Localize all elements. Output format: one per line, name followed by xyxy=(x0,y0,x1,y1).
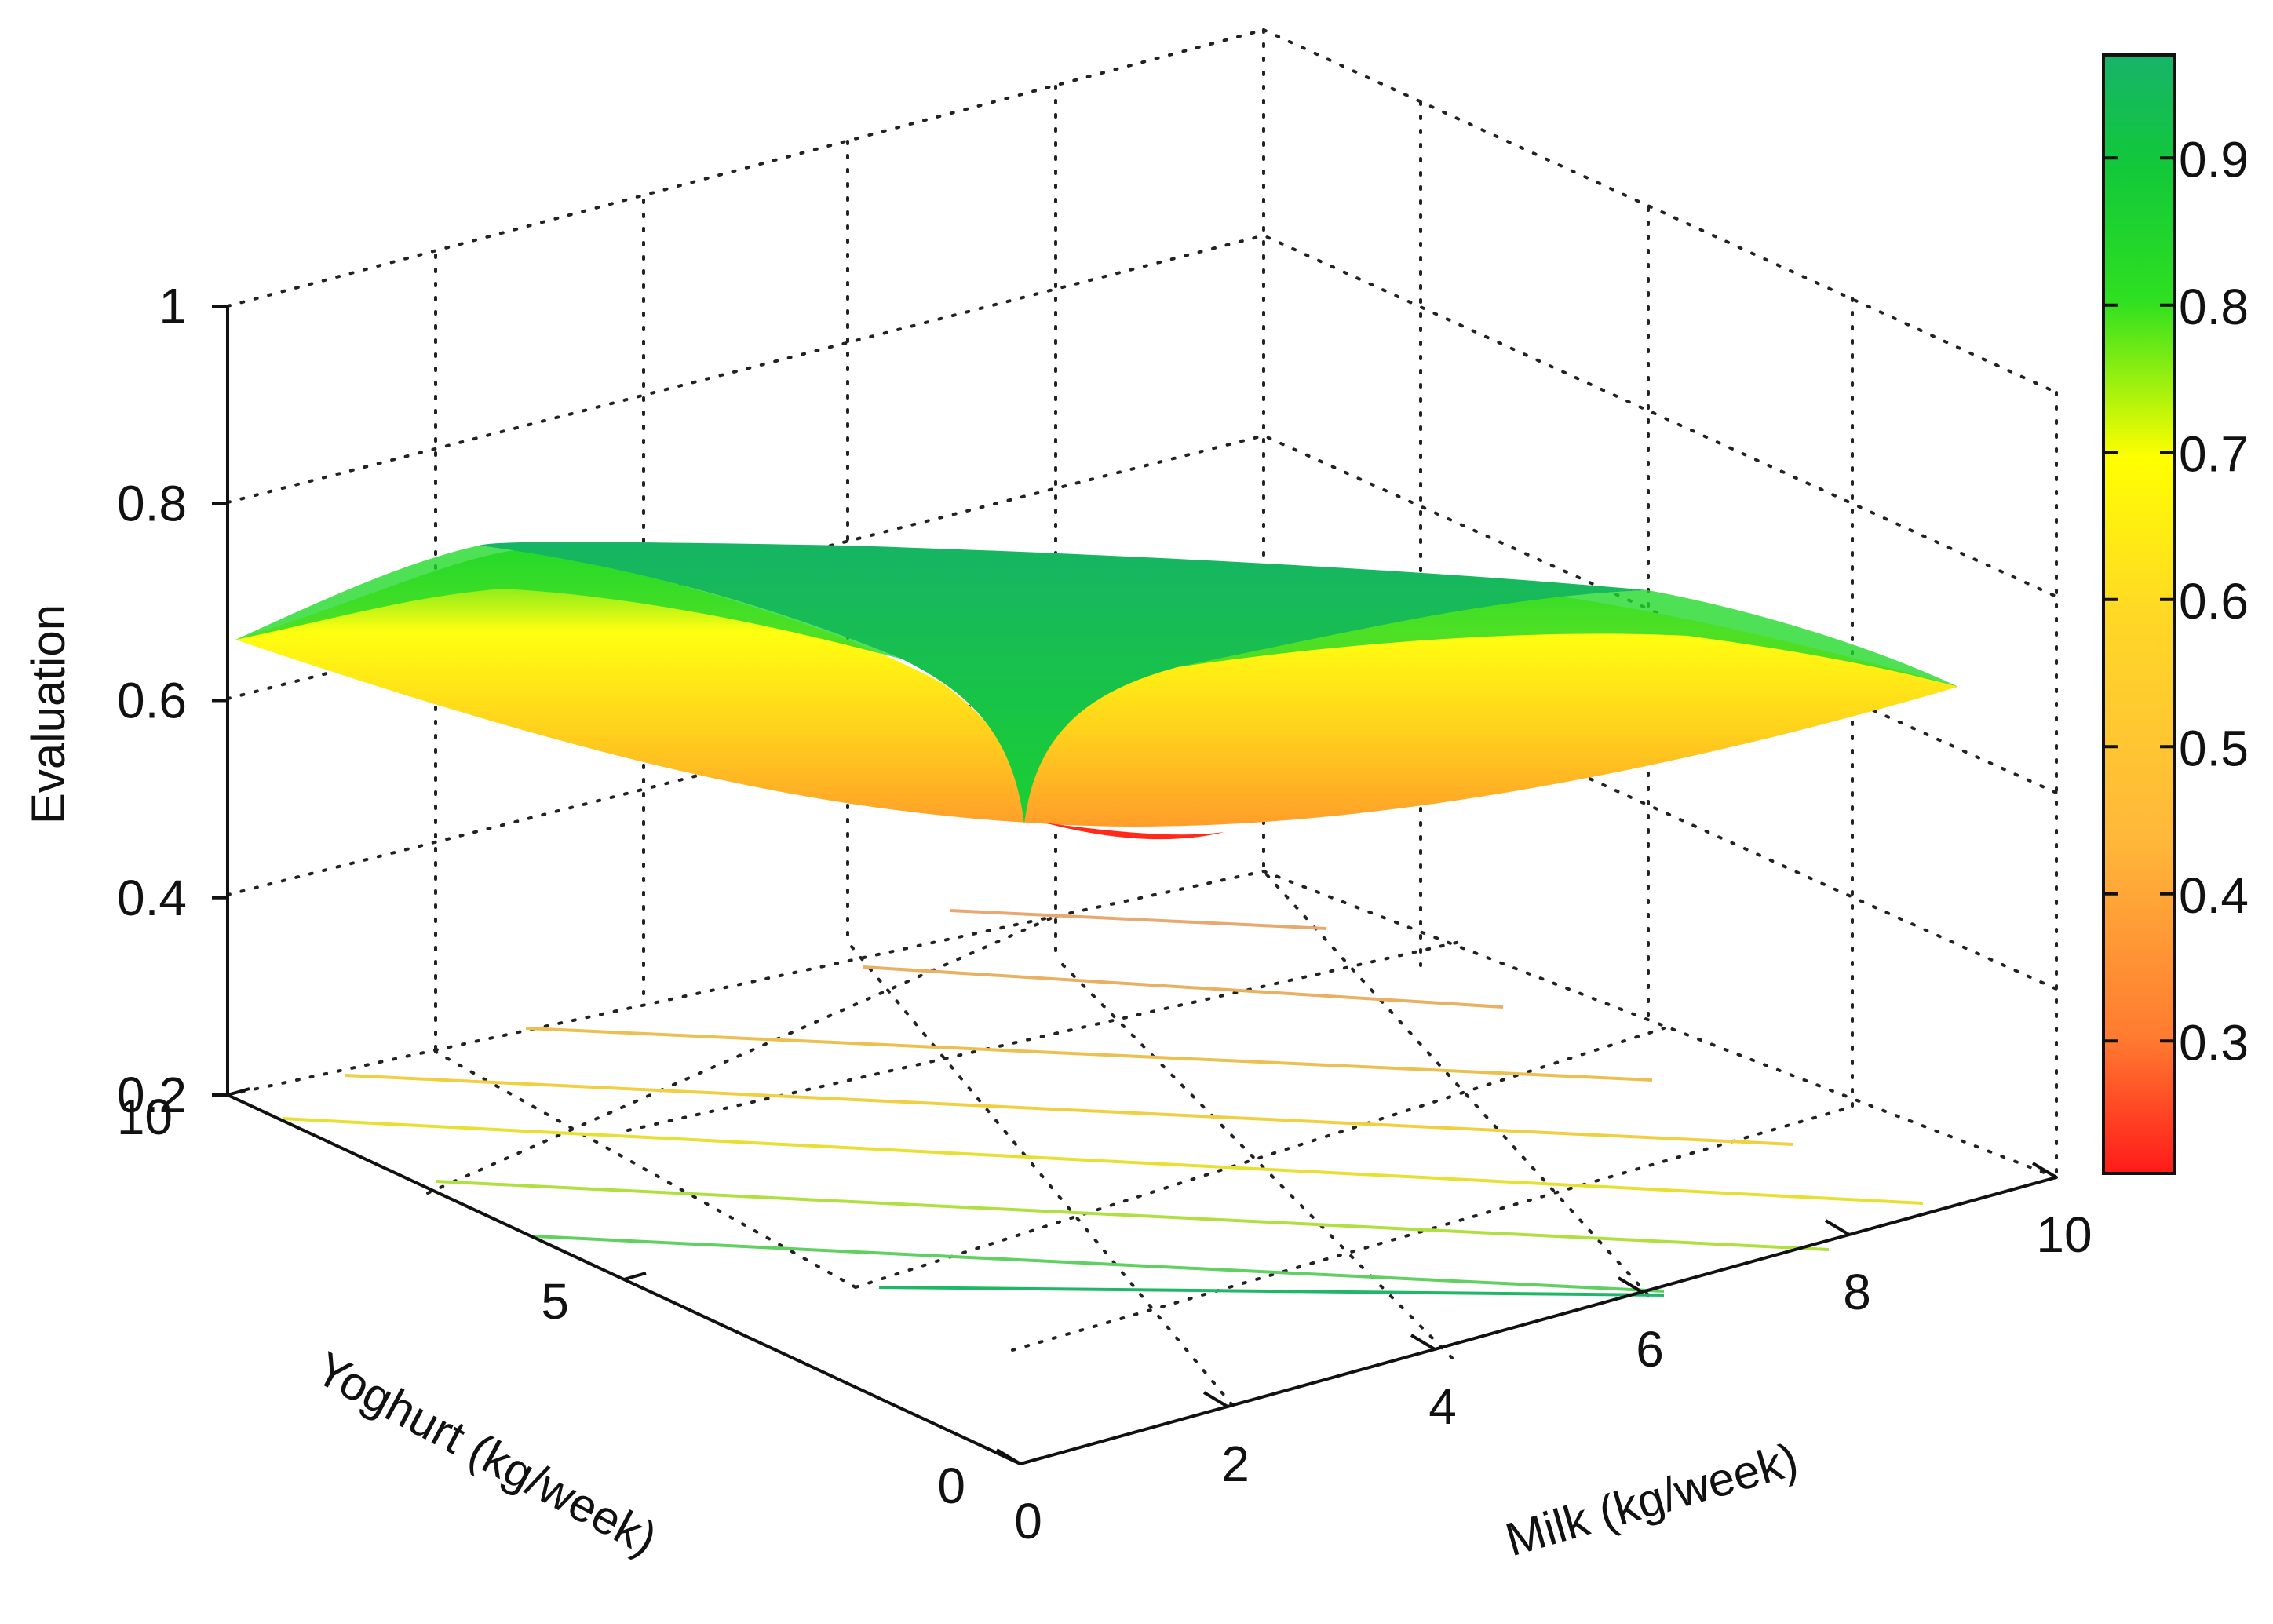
y-tick-label: 0 xyxy=(937,1458,965,1514)
y-tick-mark xyxy=(227,1087,250,1097)
x-tick-label: 10 xyxy=(2036,1206,2092,1263)
contour-line xyxy=(435,1180,1830,1251)
x-tick-mark xyxy=(1202,1391,1229,1408)
surface-left-ridge xyxy=(235,546,903,659)
contour-line xyxy=(878,1286,1665,1297)
y-tick-label: 5 xyxy=(541,1273,569,1330)
contour-line xyxy=(525,1027,1653,1082)
colorbar-ticks: 0.3 0.4 0.5 0.6 0.7 0.8 0.9 xyxy=(2103,131,2249,1071)
x-tick-mark xyxy=(1410,1334,1436,1351)
z-tick-label: 0.6 xyxy=(117,673,187,729)
colorbar-tick-label: 0.5 xyxy=(2179,720,2249,776)
surface-top-face xyxy=(479,542,1648,824)
x-tick-label: 8 xyxy=(1843,1264,1871,1320)
contour-line xyxy=(282,1117,1924,1205)
colorbar-tick-label: 0.3 xyxy=(2179,1014,2249,1071)
z-tick-label: 0.4 xyxy=(117,870,187,926)
contour-line xyxy=(863,965,1504,1009)
x-tick-label: 2 xyxy=(1221,1436,1250,1492)
contour-line xyxy=(533,1235,1665,1293)
z-tick-label: 0.8 xyxy=(117,475,187,531)
colorbar: 0.3 0.4 0.5 0.6 0.7 0.8 0.9 xyxy=(2102,53,2249,1175)
contour-line xyxy=(949,909,1327,930)
x-tick-label: 4 xyxy=(1428,1378,1457,1435)
y-tick-label: 10 xyxy=(117,1089,173,1145)
colorbar-tick-label: 0.9 xyxy=(2179,131,2249,188)
z-tick-label: 1 xyxy=(159,278,187,334)
x-tick-label: 0 xyxy=(1014,1493,1042,1549)
colorbar-tick-label: 0.4 xyxy=(2179,867,2249,924)
y-tick-mark xyxy=(1020,1456,1043,1465)
colorbar-gradient xyxy=(2102,53,2176,1175)
x-ticks: 0 2 4 6 8 10 xyxy=(995,1162,2092,1549)
surface-right-ridge xyxy=(1177,590,1958,687)
x-tick-mark xyxy=(1824,1219,1851,1236)
y-ticks: 0 5 10 xyxy=(117,1087,1043,1514)
x-tick-mark xyxy=(1617,1276,1644,1294)
y-axis-label: Yoghurt (kg/week) xyxy=(307,1341,665,1565)
z-ticks: 0.2 0.4 0.6 0.8 1 xyxy=(117,278,228,1123)
x-tick-mark xyxy=(995,1448,1022,1465)
colorbar-tick-label: 0.8 xyxy=(2179,279,2249,335)
y-tick-mark xyxy=(623,1272,647,1281)
x-tick-label: 6 xyxy=(1636,1321,1664,1378)
colorbar-tick-label: 0.7 xyxy=(2179,425,2249,482)
floor-contours xyxy=(282,909,1924,1297)
colorbar-tick-label: 0.6 xyxy=(2179,573,2249,630)
x-tick-mark xyxy=(2031,1162,2058,1179)
x-axis xyxy=(1020,1176,2057,1465)
z-tick-label: 0.2 xyxy=(117,1067,187,1123)
contour-line xyxy=(345,1074,1794,1146)
x-axis-label: Milk (kg/week) xyxy=(1500,1432,1804,1566)
z-axis-label: Evaluation xyxy=(22,604,75,824)
surface-red-bottom xyxy=(1044,823,1224,840)
surface xyxy=(235,542,1958,840)
